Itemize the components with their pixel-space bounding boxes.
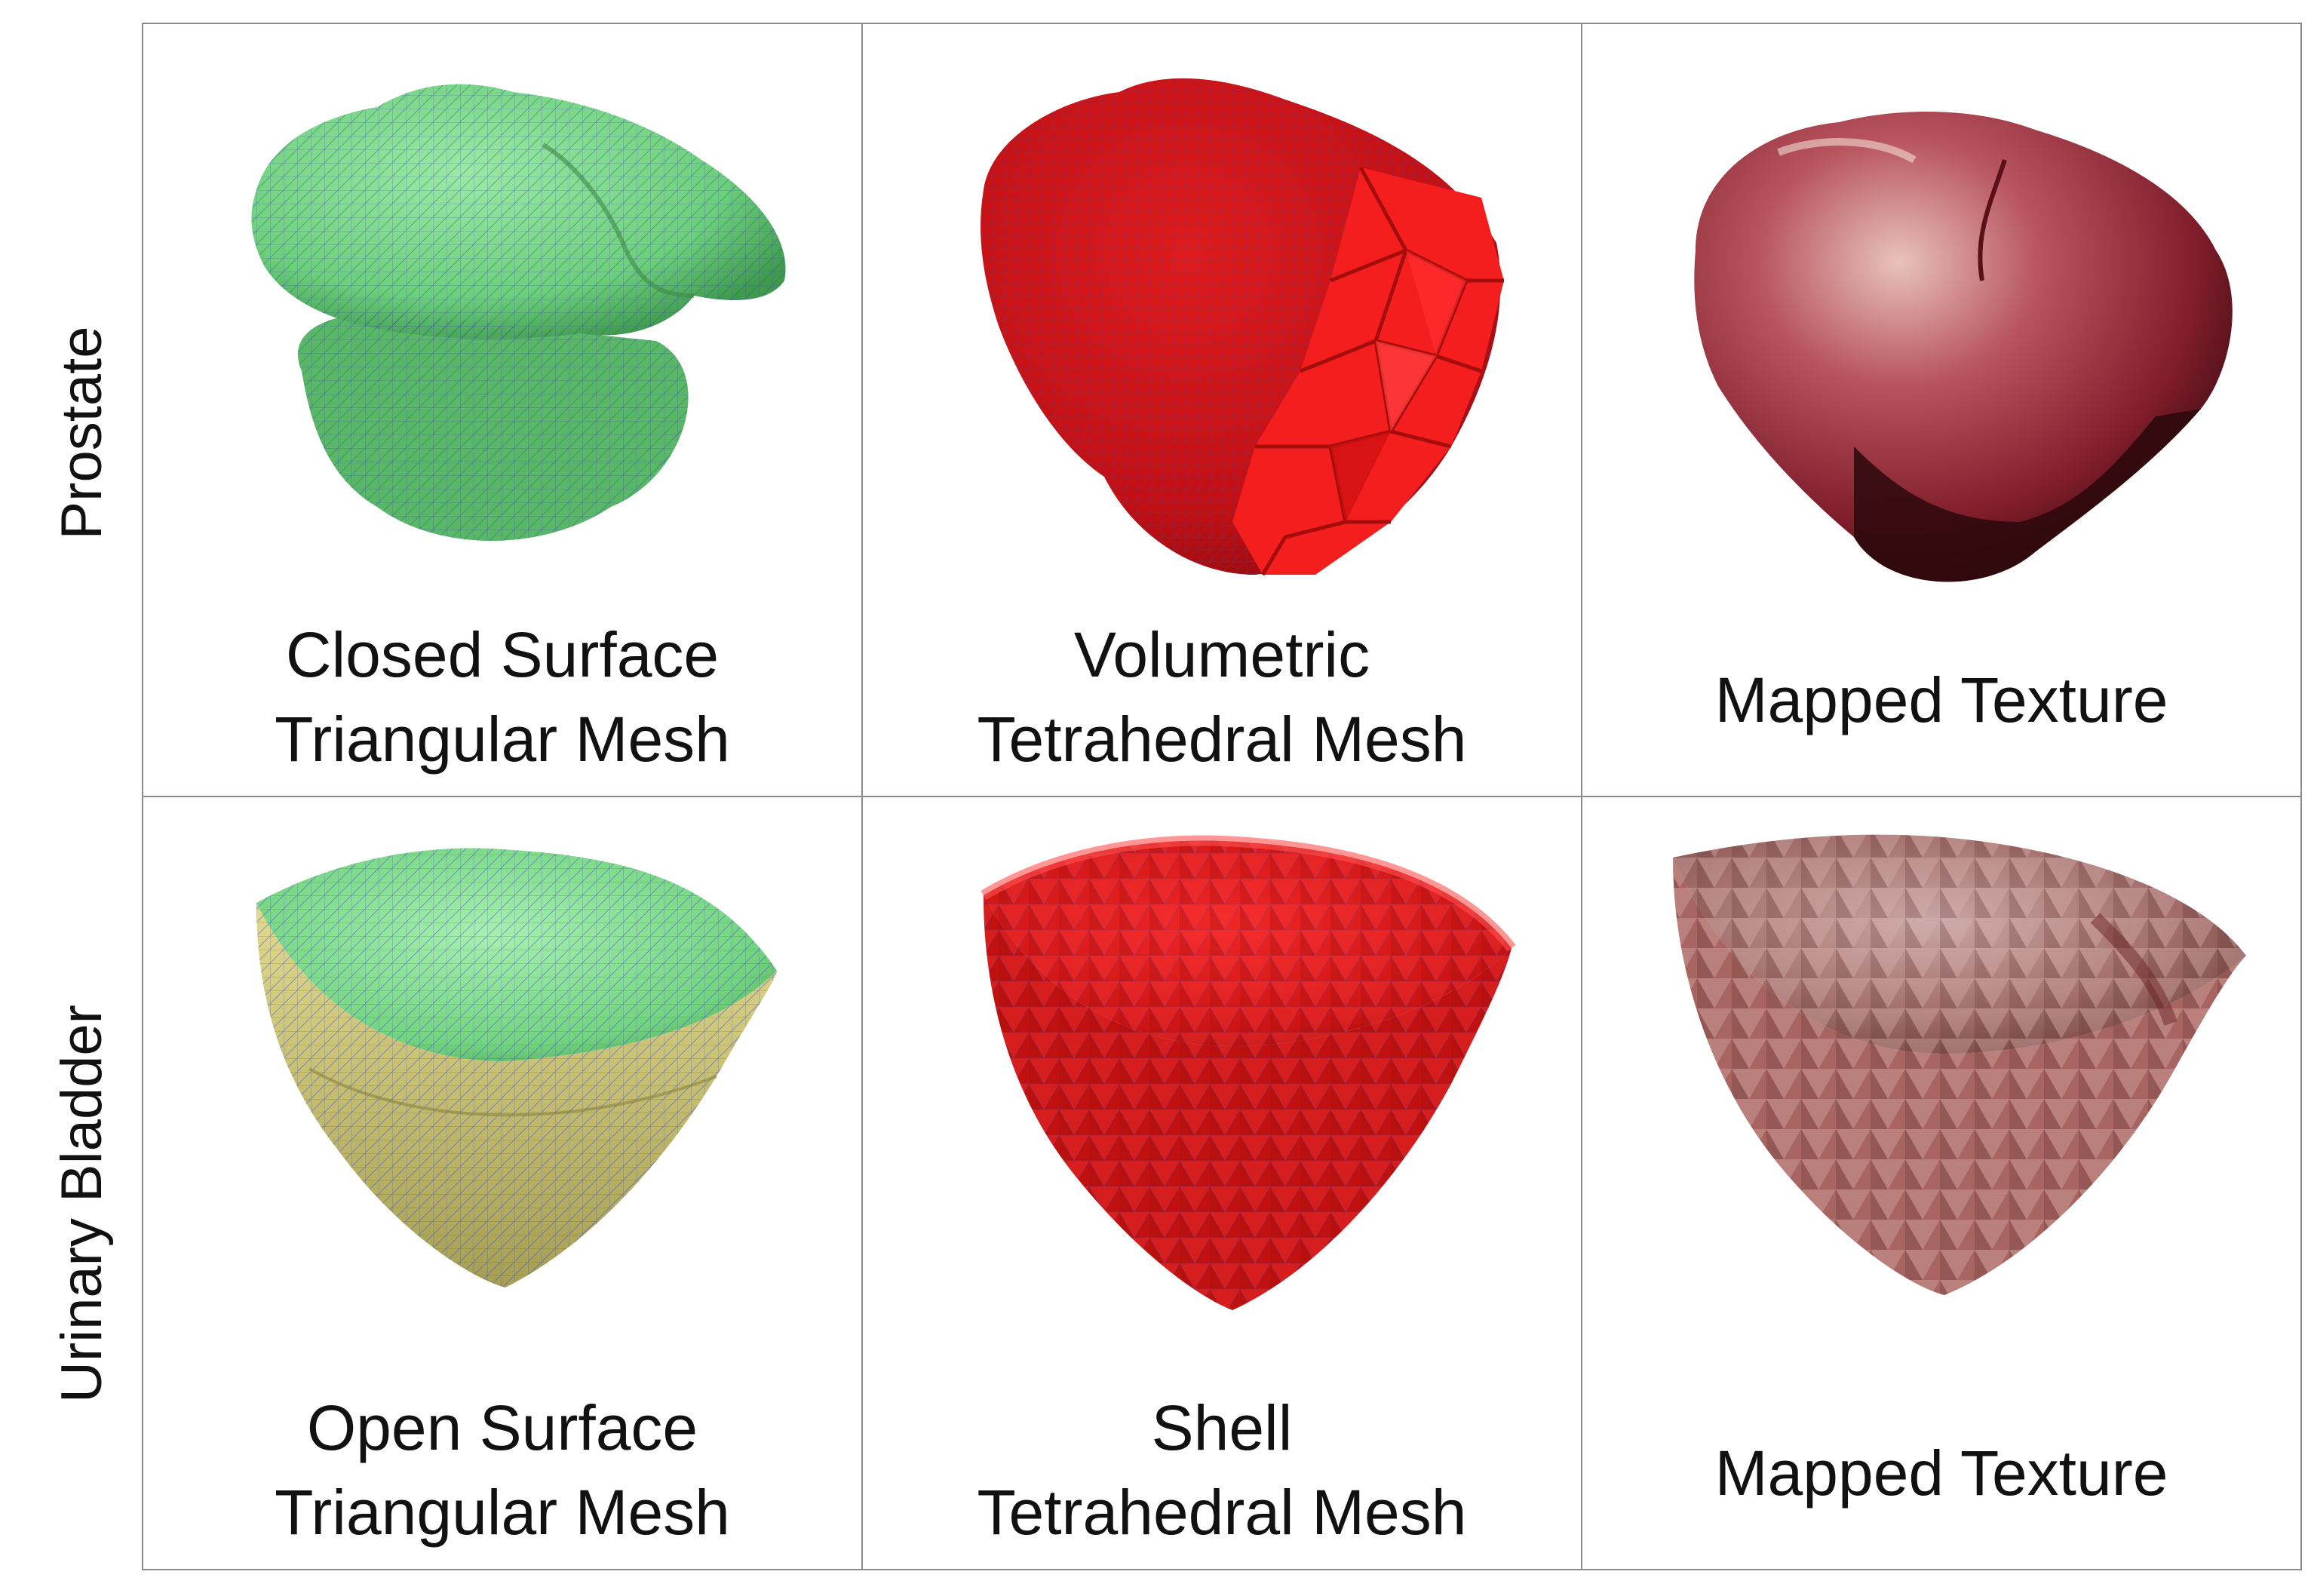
caption-line-2: Triangular Mesh	[275, 1477, 730, 1548]
bladder-surface-mesh-render	[256, 848, 777, 1288]
cell-bladder-shell-mesh: Shell Tetrahedral Mesh	[861, 796, 1582, 1570]
cell-prostate-surface-mesh: Closed Surface Triangular Mesh	[142, 23, 863, 797]
prostate-surface-mesh-render	[251, 84, 786, 541]
caption-line-1: Mapped Texture	[1714, 664, 2168, 735]
cell-bladder-surface-mesh: Open Surface Triangular Mesh	[142, 796, 863, 1570]
cell-prostate-mapped-texture: Mapped Texture	[1581, 23, 2302, 797]
prostate-volumetric-mesh-render	[981, 78, 1504, 576]
caption-line-1: Mapped Texture	[1714, 1438, 2168, 1509]
caption-prostate-volumetric-mesh: Volumetric Tetrahedral Mesh	[863, 612, 1581, 781]
bladder-shell-mesh-render	[981, 835, 1516, 1310]
bladder-texture-render	[1673, 834, 2246, 1295]
caption-line-1: Volumetric	[1073, 619, 1370, 690]
caption-line-2: Tetrahedral Mesh	[977, 1477, 1467, 1548]
cell-bladder-mapped-texture: Mapped Texture	[1581, 796, 2302, 1570]
caption-bladder-mapped-texture: Mapped Texture	[1582, 1431, 2300, 1515]
cell-prostate-volumetric-mesh: Volumetric Tetrahedral Mesh	[861, 23, 1582, 797]
caption-bladder-shell-mesh: Shell Tetrahedral Mesh	[863, 1386, 1581, 1555]
caption-prostate-surface-mesh: Closed Surface Triangular Mesh	[143, 612, 861, 781]
caption-line-1: Open Surface	[306, 1392, 698, 1463]
caption-line-1: Shell	[1151, 1392, 1293, 1463]
row-label-urinary-bladder: Urinary Bladder	[49, 1005, 114, 1403]
row-label-prostate: Prostate	[49, 326, 114, 540]
tetrahedral-cut-face	[1232, 166, 1504, 576]
prostate-texture-render	[1694, 112, 2233, 582]
caption-line-2: Tetrahedral Mesh	[977, 704, 1467, 775]
figure-grid: Closed Surface Triangular Mesh	[142, 23, 2302, 1570]
caption-line-1: Closed Surface	[285, 619, 720, 690]
caption-prostate-mapped-texture: Mapped Texture	[1582, 658, 2300, 742]
caption-bladder-surface-mesh: Open Surface Triangular Mesh	[143, 1386, 861, 1555]
caption-line-2: Triangular Mesh	[275, 704, 730, 775]
